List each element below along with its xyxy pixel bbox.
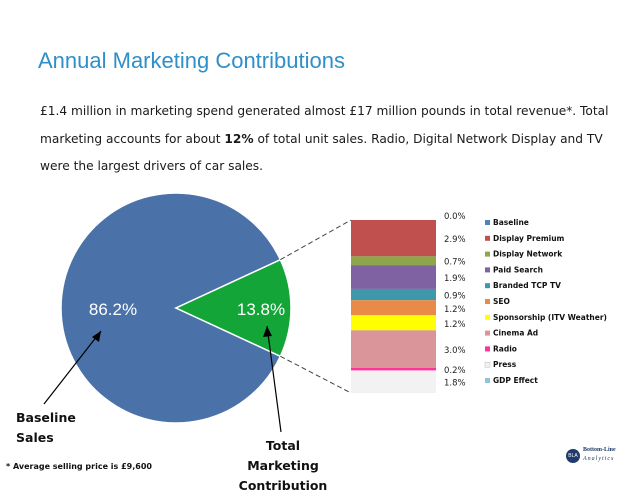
bar-value-label-9: 1.8% [444, 379, 466, 389]
legend-swatch-8 [485, 346, 490, 352]
total-callout-line2: Contribution [238, 478, 328, 493]
footnote: * Average selling price is £9,600 [6, 462, 152, 471]
bar-segment-2 [351, 256, 436, 266]
logo-subtitle: Analytics [583, 456, 615, 462]
total-callout-arrowhead [263, 326, 272, 337]
pie-label-baseline: 86.2% [89, 300, 137, 319]
bar-segment-4 [351, 288, 436, 301]
marketing-contribution-chart: 86.2% 13.8% 0.0% 2.9% 0.7% 1.9% 0.9% 1.2% 1.2% 3.… [43, 192, 607, 433]
legend-swatch-7 [485, 330, 490, 336]
bar-segment-6 [351, 315, 436, 331]
baseline-callout-line2: Sales [16, 430, 54, 445]
legend-label-6: Sponsorship (ITV Weather) [493, 313, 607, 322]
legend-swatch-5 [485, 299, 490, 304]
bar-segment-5 [351, 300, 436, 316]
legend-label-3: Paid Search [493, 265, 543, 274]
bar-segment-3 [351, 265, 436, 289]
baseline-sales-callout: Baseline Sales [16, 408, 76, 448]
pie-slice-marketing [174, 258, 292, 358]
bar-value-label-0: 0.0% [444, 212, 466, 222]
company-logo: BLA Bottom-Line Analytics [566, 446, 632, 468]
legend-swatch-4 [485, 283, 490, 289]
legend-label-10: GDP Effect [493, 376, 538, 385]
pie-label-marketing: 13.8% [237, 300, 285, 319]
bar-value-label-5: 1.2% [444, 305, 466, 315]
legend-swatch-1 [485, 235, 490, 241]
intro-text-start: £1.4 million in marketing spend generate… [40, 104, 609, 146]
intro-text: £1.4 million in marketing spend generate… [40, 98, 615, 181]
bar-value-label-7: 3.0% [444, 346, 466, 356]
legend-label-0: Baseline [493, 218, 529, 227]
bar-value-label-2: 0.7% [444, 258, 466, 268]
intro-text-highlight: 12% [224, 131, 254, 146]
pie-slice-baseline [60, 192, 282, 424]
bar-value-label-1: 2.9% [444, 235, 466, 245]
baseline-callout-line1: Baseline [16, 410, 76, 425]
logo-name: Bottom-Line [583, 447, 616, 453]
baseline-callout-arrowhead [92, 331, 101, 342]
baseline-callout-arrow-line [43, 330, 102, 405]
total-callout-arrow-line [266, 325, 282, 433]
legend-label-4: Branded TCP TV [493, 281, 561, 290]
legend-label-1: Display Premium [493, 234, 565, 243]
legend-label-7: Cinema Ad [493, 329, 538, 338]
legend-label-5: SEO [493, 297, 510, 306]
legend-swatch-3 [485, 267, 490, 273]
legend-swatch-10 [485, 378, 490, 383]
legend-swatch-9 [484, 361, 491, 368]
connector-line-bottom [280, 355, 352, 394]
logo-badge: BLA [566, 449, 580, 463]
bar-value-label-4: 0.9% [444, 292, 466, 302]
bar-segment-8 [351, 367, 436, 371]
total-marketing-callout: Total Marketing Contribution [228, 436, 338, 496]
slide-title: Annual Marketing Contributions [38, 48, 345, 73]
bar-value-label-8: 0.2% [444, 366, 466, 376]
bar-value-label-3: 1.9% [444, 274, 466, 284]
legend-swatch-2 [485, 251, 490, 257]
legend-label-2: Display Network [493, 250, 563, 259]
bar-value-label-6: 1.2% [444, 320, 466, 330]
legend-swatch-6 [485, 314, 490, 320]
bar-segment-1 [351, 220, 436, 257]
bar-segment-7 [351, 330, 436, 368]
bar-segment-9 [351, 370, 436, 393]
connector-line-top [280, 219, 352, 261]
intro-text-end: of total unit sales. Radio, Digital Netw… [40, 131, 603, 174]
legend-label-9: Press [493, 360, 517, 369]
legend-label-8: Radio [493, 344, 517, 353]
legend-swatch-0 [485, 220, 490, 225]
total-callout-line1: Total Marketing [247, 438, 319, 473]
